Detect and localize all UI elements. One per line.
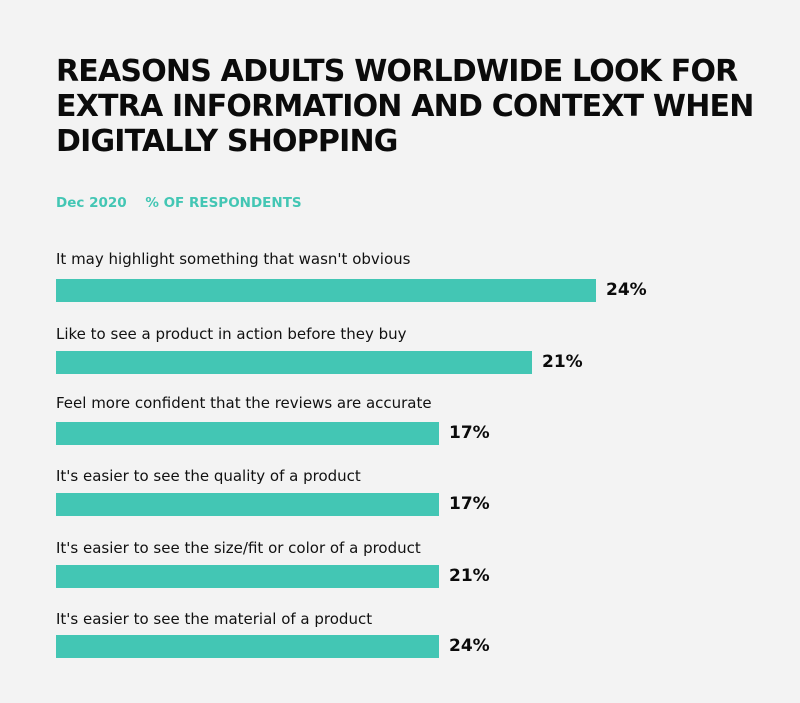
chart-title: REASONS ADULTS WORLDWIDE LOOK FOR EXTRA …: [56, 54, 754, 159]
bar-value-label: 17%: [449, 423, 490, 443]
bar: [56, 565, 439, 588]
bar-label: Feel more confident that the reviews are…: [56, 394, 432, 412]
bar-label: It's easier to see the quality of a prod…: [56, 467, 361, 485]
bar-label: It's easier to see the material of a pro…: [56, 610, 373, 628]
unit-label: % OF RESPONDENTS: [145, 195, 302, 211]
bar: [56, 493, 439, 516]
bar-label: It's easier to see the size/fit or color…: [56, 539, 421, 557]
bar: [56, 422, 439, 445]
bar-value-label: 24%: [449, 636, 490, 656]
bar-value-label: 21%: [542, 352, 583, 372]
bar-value-label: 17%: [449, 494, 490, 514]
bar: [56, 351, 532, 374]
bar-value-label: 24%: [606, 280, 647, 300]
bar-value-label: 21%: [449, 566, 490, 586]
bar: [56, 279, 596, 302]
chart-meta: Dec 2020 % OF RESPONDENTS: [56, 195, 302, 211]
bar-label: Like to see a product in action before t…: [56, 325, 407, 343]
date-label: Dec 2020: [56, 195, 127, 211]
bar-label: It may highlight something that wasn't o…: [56, 250, 411, 268]
bar: [56, 635, 439, 658]
